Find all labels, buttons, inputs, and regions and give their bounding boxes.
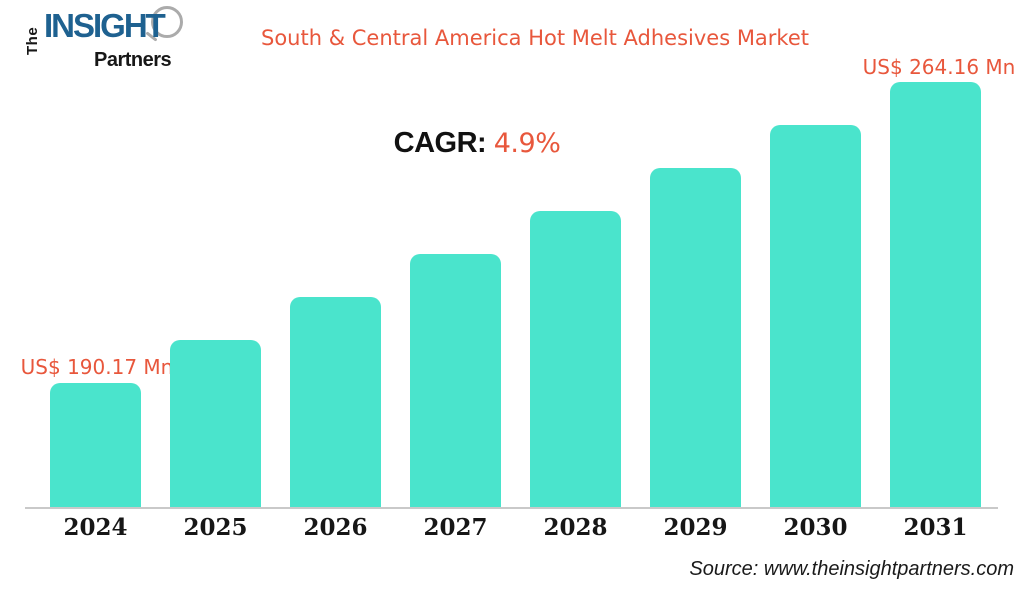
bar-2026 [290,297,381,509]
cagr-annotation: CAGR: 4.9% [394,127,561,160]
bar-2028 [530,211,621,509]
chart-title: South & Central America Hot Melt Adhesiv… [260,26,810,50]
x-tick-label-2027: 2027 [423,514,488,541]
x-tick-label-2024: 2024 [63,514,128,541]
source-credit: Source: www.theinsightpartners.com [689,558,1014,580]
x-tick-label-2030: 2030 [783,514,848,541]
bar-2025 [170,340,261,509]
logo-partners-text: Partners [94,49,172,71]
x-tick-label-2028: 2028 [543,514,608,541]
last-bar-value-label: US$ 264.16 Mn [862,55,1016,79]
x-tick-label-2029: 2029 [663,514,728,541]
x-tick-label-2031: 2031 [903,514,968,541]
bar-2024 [50,383,141,509]
magnifier-circle-icon [151,6,183,38]
cagr-value: 4.9% [493,128,561,159]
bar-2030 [770,125,861,509]
x-tick-label-2026: 2026 [303,514,368,541]
bar-2029 [650,168,741,509]
axis-line [25,507,998,509]
first-bar-value-label: US$ 190.17 Mn [20,355,174,379]
bar-2027 [410,254,501,509]
logo-insight: INSIGHT [44,7,166,44]
bars [50,82,981,509]
x-axis-labels: 2024 2025 2026 2027 2028 2029 2030 2031 [50,514,981,541]
logo-the-text: The [24,26,41,55]
cagr-label: CAGR: [393,127,487,159]
insight-partners-logo: The INSIGHT Partners [24,6,188,78]
x-tick-label-2025: 2025 [183,514,248,541]
bar-2031 [890,82,981,509]
